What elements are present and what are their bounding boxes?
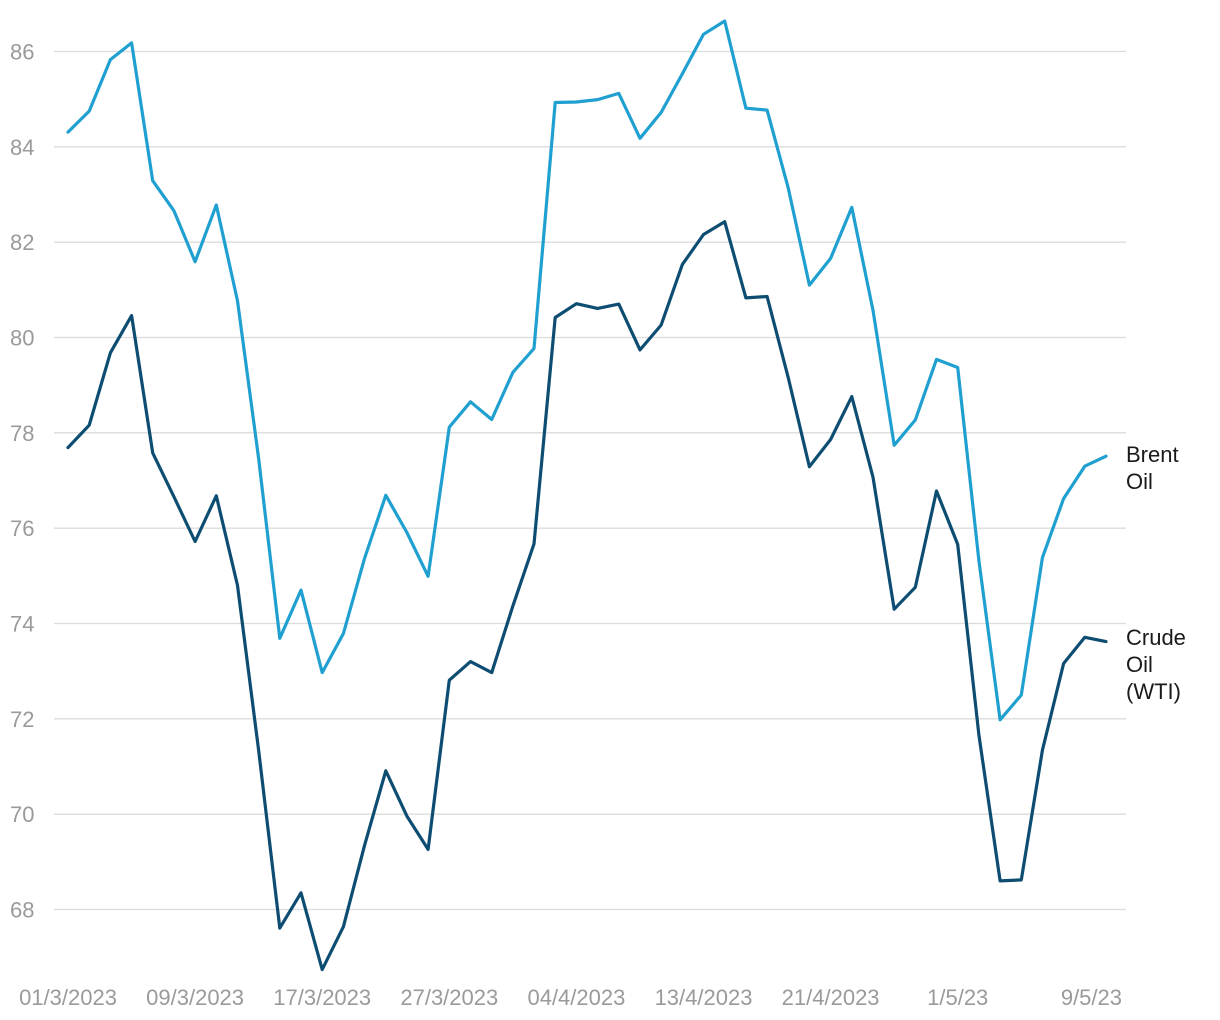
y-tick-label: 70: [10, 802, 34, 827]
x-tick-label: 17/3/2023: [273, 985, 371, 1010]
x-tick-label: 21/4/2023: [782, 985, 880, 1010]
series-line-crude-oil-wti: [66, 220, 1108, 972]
y-tick-label: 80: [10, 326, 34, 351]
x-axis-tick-labels: 01/3/2023 09/3/2023 17/3/2023 27/3/2023 04/4…: [19, 985, 1122, 1010]
series-label-crude-oil-wti: Crude Oil (WTI): [1126, 625, 1186, 704]
y-tick-label: 86: [10, 40, 34, 65]
y-tick-label: 74: [10, 612, 34, 637]
y-tick-label: 68: [10, 898, 34, 923]
y-tick-label: 84: [10, 135, 34, 160]
y-tick-label: 72: [10, 707, 34, 732]
x-tick-label: 09/3/2023: [146, 985, 244, 1010]
x-tick-label: 27/3/2023: [400, 985, 498, 1010]
x-tick-label: 01/3/2023: [19, 985, 117, 1010]
series-end-labels: Brent Oil Crude Oil (WTI): [1126, 442, 1186, 704]
y-tick-label: 82: [10, 230, 34, 255]
series-lines: [66, 19, 1108, 972]
y-tick-label: 78: [10, 421, 34, 446]
x-tick-label: 9/5/23: [1061, 985, 1122, 1010]
series-label-brent-oil: Brent Oil: [1126, 442, 1179, 494]
y-tick-label: 76: [10, 516, 34, 541]
series-line-brent-oil: [66, 19, 1108, 722]
y-gridlines: [54, 50, 1126, 911]
x-tick-label: 13/4/2023: [655, 985, 753, 1010]
y-axis-tick-labels: 68 70 72 74 76 78 80 82 84 86: [10, 40, 34, 923]
x-tick-label: 04/4/2023: [527, 985, 625, 1010]
x-tick-label: 1/5/23: [927, 985, 988, 1010]
